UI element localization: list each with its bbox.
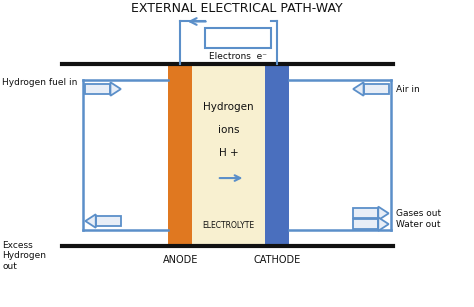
Polygon shape	[85, 214, 96, 228]
Text: ions: ions	[218, 126, 239, 135]
Text: Hydrogen: Hydrogen	[203, 103, 254, 112]
Bar	[265, 64, 289, 246]
Polygon shape	[353, 82, 364, 96]
Bar	[96, 216, 121, 226]
Polygon shape	[378, 207, 389, 220]
Text: Gases out: Gases out	[396, 209, 441, 218]
Bar	[353, 219, 378, 229]
Bar	[353, 208, 378, 218]
Polygon shape	[110, 82, 121, 96]
Text: CATHODE: CATHODE	[254, 255, 301, 265]
Bar	[85, 84, 110, 94]
Text: Air in: Air in	[396, 84, 419, 94]
Bar	[364, 84, 389, 94]
Text: H +: H +	[219, 149, 238, 158]
Text: ANODE: ANODE	[163, 255, 198, 265]
Text: Water out: Water out	[396, 220, 440, 229]
Bar	[192, 64, 265, 246]
Text: Hydrogen fuel in: Hydrogen fuel in	[2, 78, 78, 87]
Polygon shape	[378, 217, 389, 231]
Text: Excess
Hydrogen
out: Excess Hydrogen out	[2, 241, 46, 271]
Text: EXTERNAL ELECTRICAL PATH-WAY: EXTERNAL ELECTRICAL PATH-WAY	[131, 2, 343, 14]
Text: ELECTROLYTE: ELECTROLYTE	[203, 221, 255, 230]
Bar	[168, 64, 192, 246]
Text: Electrons  e⁻: Electrons e⁻	[209, 52, 267, 61]
Bar	[205, 28, 271, 48]
